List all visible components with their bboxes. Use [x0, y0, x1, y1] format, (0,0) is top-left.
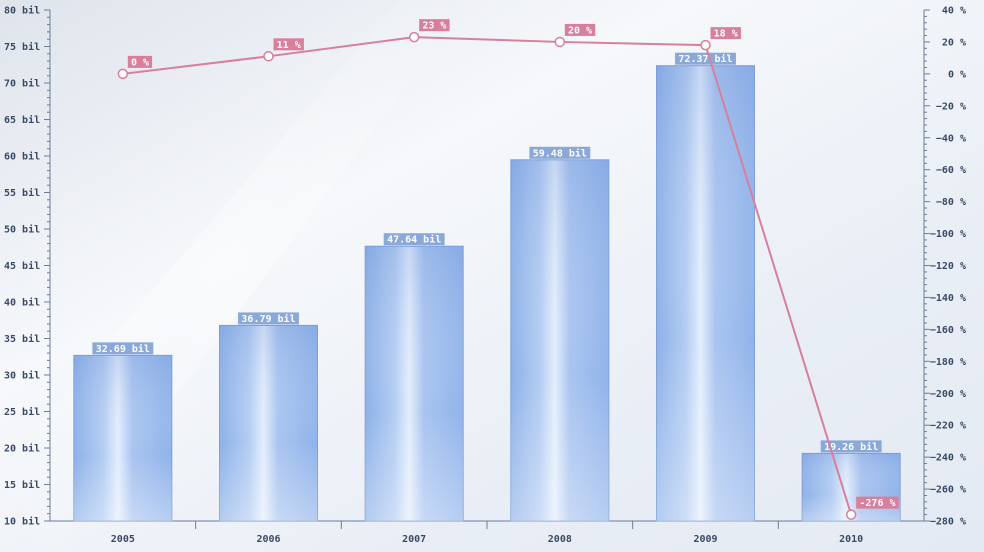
line-data-label: 18 %: [714, 29, 738, 40]
bar-data-label: 19.26 bil: [824, 441, 878, 453]
y-axis-left-tick-label: 55 bil: [4, 187, 40, 199]
y-axis-left-tick-label: 30 bil: [4, 370, 40, 382]
line-point: [845, 509, 857, 520]
y-axis-left-tick-label: 80 bil: [4, 5, 40, 17]
line-data-label-bg: [273, 38, 304, 51]
bar-gloss: [656, 65, 755, 521]
line-point: [117, 68, 129, 80]
bar-data-label-bg: [675, 52, 736, 65]
x-axis-tick-label: 2010: [839, 534, 863, 545]
line-point: [700, 39, 711, 51]
y-axis-right-tick-label: −80 %: [936, 197, 966, 208]
line-series: [117, 31, 857, 520]
y-axis-left-tick-label: 75 bil: [4, 41, 40, 53]
y-axis-right-tick-label: 0 %: [948, 69, 966, 80]
line-data-labels: 0 % 11 % 23 % 20 % 18 % -276 %: [127, 19, 899, 509]
y-axis-right-tick-label: −240 %: [930, 453, 966, 464]
line-data-label-bg: [856, 496, 899, 509]
bar-data-label: 72.37 bil: [678, 53, 732, 65]
x-axis-tick-label: 2005: [111, 534, 135, 545]
y-axis-right-tick-label: −180 %: [930, 357, 966, 368]
bar-data-label-bg: [820, 440, 882, 453]
bar-data-label-bg: [238, 312, 299, 325]
y-axis-left-tick-label: 65 bil: [4, 114, 40, 126]
line-path: [122, 36, 853, 515]
line-data-label-bg: [710, 27, 741, 40]
bar-data-label: 59.48 bil: [533, 147, 587, 159]
line-point: [554, 36, 566, 48]
line-data-label: 0 %: [131, 57, 149, 68]
line-data-label: -276 %: [859, 498, 895, 509]
bar-data-label: 36.79 bil: [241, 313, 295, 325]
y-axis-left-tick-label: 20 bil: [4, 443, 40, 455]
bar-series: [73, 65, 901, 522]
bar-data-label: 47.64 bil: [387, 234, 441, 246]
y-axis-left-tick-label: 70 bil: [4, 78, 40, 90]
line-data-label: 23 %: [422, 21, 446, 32]
y-axis-left-tick-label: 45 bil: [4, 260, 40, 272]
bar-data-label-bg: [383, 233, 445, 246]
line-data-label-bg: [419, 19, 450, 32]
line-data-label: 20 %: [568, 25, 592, 36]
line-point: [263, 51, 274, 62]
x-axis-tick-label: 2009: [693, 534, 717, 545]
y-axis-left-tick-label: 50 bil: [4, 224, 40, 236]
line-data-label-bg: [564, 23, 596, 36]
y-axis-right-tick-label: −160 %: [930, 325, 966, 336]
x-axis-tick-label: 2006: [256, 534, 280, 545]
bar-gloss: [365, 246, 464, 521]
bar-data-labels: 32.69 bil 36.79 bil 47.64 bil 59.48 bil 72.3…: [92, 52, 882, 453]
bar-data-label: 32.69 bil: [96, 343, 150, 355]
y-axis-right-tick-label: −20 %: [936, 101, 966, 112]
line-point: [408, 31, 420, 43]
y-axis-left-tick-label: 25 bil: [4, 406, 40, 418]
y-axis-right-tick-label: 20 %: [942, 37, 966, 48]
bar-data-label-bg: [529, 146, 591, 159]
y-axis-right-tick-label: −100 %: [930, 229, 966, 240]
bar-gloss: [219, 325, 318, 521]
line-data-label: 11 %: [277, 40, 301, 51]
y-axis-left-tick-label: 15 bil: [4, 479, 40, 491]
y-axis-right-tick-label: −40 %: [936, 133, 966, 144]
y-axis-left-tick-label: 10 bil: [4, 516, 40, 528]
x-axis-tick-label: 2007: [402, 534, 426, 545]
y-axis-right-tick-label: 40 %: [942, 6, 966, 17]
axes: 80 bil 75 bil 70 bil 65 bil 60 bil 55 bil 50 b…: [4, 5, 966, 546]
x-axis-tick-label: 2008: [548, 534, 572, 545]
bar-gloss: [73, 355, 172, 521]
y-axis-right-tick-label: −280 %: [930, 517, 966, 528]
y-axis-right-tick-label: −200 %: [930, 389, 966, 400]
bar-data-label-bg: [92, 342, 154, 355]
y-axis-right-tick-label: −140 %: [930, 293, 966, 304]
line-data-label-bg: [127, 55, 153, 68]
y-axis-right-tick-label: −120 %: [930, 261, 966, 272]
y-axis-left-tick-label: 60 bil: [4, 151, 40, 163]
y-axis-right-tick-label: −220 %: [930, 421, 966, 432]
y-axis-left-tick-label: 35 bil: [4, 333, 40, 345]
bar-gloss: [510, 159, 609, 521]
y-axis-right-tick-label: −260 %: [930, 485, 966, 496]
y-axis-right-tick-label: −60 %: [936, 165, 966, 176]
y-axis-left-tick-label: 40 bil: [4, 297, 40, 309]
